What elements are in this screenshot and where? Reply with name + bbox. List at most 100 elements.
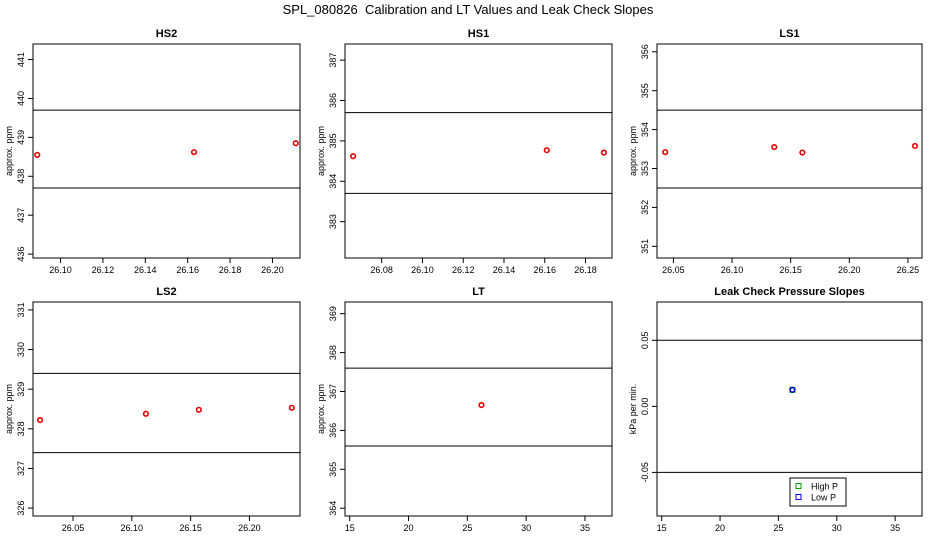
x-tick-label: 26.25	[897, 265, 920, 275]
y-tick-label: -0.05	[640, 462, 650, 483]
legend-marker	[795, 494, 802, 500]
data-point	[195, 406, 202, 413]
y-tick-label: 365	[328, 462, 338, 477]
x-tick-label: 26.10	[49, 265, 72, 275]
x-tick-label: 30	[521, 523, 531, 533]
y-tick-label: 328	[16, 421, 26, 436]
x-tick-label: 26.20	[238, 523, 261, 533]
x-tick-label: 26.08	[370, 265, 393, 275]
x-tick-label: 26.15	[179, 523, 202, 533]
x-tick-label: 26.18	[574, 265, 597, 275]
panel-title: LS2	[156, 286, 176, 298]
panel-title: HS1	[468, 28, 489, 40]
x-tick-label: 26.10	[121, 523, 144, 533]
chart-panel: Leak Check Pressure Slopes 15 20 25 30 35 -0.0…	[628, 286, 923, 533]
x-tick-label: 26.12	[92, 265, 115, 275]
y-tick-label: 437	[16, 208, 26, 223]
legend-marker	[795, 483, 802, 489]
figure-title: SPL_080826 Calibration and LT Values and…	[282, 2, 654, 17]
panel-title: LS1	[779, 28, 799, 40]
x-tick-label: 26.05	[62, 523, 85, 533]
y-axis-label: approx. ppm	[628, 126, 638, 176]
x-tick-label: 15	[345, 523, 355, 533]
y-tick-label: 385	[328, 133, 338, 148]
y-tick-label: 331	[16, 302, 26, 317]
plot-frame	[656, 301, 923, 517]
y-tick-label: 439	[16, 130, 26, 145]
panel-title: Leak Check Pressure Slopes	[714, 286, 864, 298]
x-tick-label: 15	[657, 523, 667, 533]
y-axis-label: approx. ppm	[4, 126, 14, 176]
y-tick-label: 352	[640, 200, 650, 215]
data-point	[478, 402, 485, 409]
legend-label: High P	[811, 482, 838, 492]
panel-title: LT	[472, 286, 485, 298]
y-tick-label: 440	[16, 91, 26, 106]
plot-frame	[32, 301, 301, 517]
x-tick-label: 26.14	[493, 265, 516, 275]
y-tick-label: 0.05	[640, 332, 650, 350]
chart-panel: LS2 26.05 26.10 26.15 26.20 326 327 328 329 330 33…	[4, 286, 301, 533]
plot-frame	[32, 43, 301, 259]
chart-panel: LT 15 20 25 30 35 364 365 366 367 368 369 approx. pp…	[316, 286, 613, 533]
panel-title: HS2	[156, 28, 177, 40]
y-tick-label: 369	[328, 306, 338, 321]
y-axis-label: approx. ppm	[316, 384, 326, 434]
data-point	[190, 149, 198, 156]
y-tick-label: 367	[328, 384, 338, 399]
y-tick-label: 354	[640, 122, 650, 137]
y-tick-label: 436	[16, 247, 26, 262]
data-point	[36, 416, 44, 424]
x-tick-label: 26.18	[219, 265, 242, 275]
y-tick-label: 438	[16, 169, 26, 184]
y-axis-label: kPa per min.	[628, 384, 638, 435]
x-tick-label: 26.16	[176, 265, 199, 275]
plot-frame	[656, 43, 923, 259]
y-tick-label: 353	[640, 161, 650, 176]
x-tick-label: 26.05	[662, 265, 685, 275]
x-tick-label: 25	[462, 523, 472, 533]
plot-frame	[344, 43, 613, 259]
y-tick-label: 355	[640, 83, 650, 98]
y-tick-label: 366	[328, 423, 338, 438]
y-tick-label: 383	[328, 214, 338, 229]
y-tick-label: 368	[328, 345, 338, 360]
x-tick-label: 26.10	[411, 265, 434, 275]
data-point	[292, 140, 299, 147]
y-tick-label: 327	[16, 461, 26, 476]
y-axis-label: approx. ppm	[4, 384, 14, 434]
x-tick-label: 26.16	[533, 265, 556, 275]
data-point	[662, 149, 669, 156]
x-tick-label: 30	[832, 523, 842, 533]
x-tick-label: 35	[890, 523, 900, 533]
x-tick-label: 26.20	[838, 265, 861, 275]
y-tick-label: 329	[16, 382, 26, 397]
data-point	[543, 147, 550, 154]
y-tick-label: 0.00	[640, 398, 650, 416]
data-point	[350, 153, 357, 160]
data-point	[799, 149, 806, 156]
y-tick-label: 356	[640, 44, 650, 59]
y-tick-label: 330	[16, 342, 26, 357]
y-tick-label: 386	[328, 93, 338, 108]
y-tick-label: 384	[328, 174, 338, 189]
y-axis-label: approx. ppm	[316, 126, 326, 176]
x-tick-label: 35	[580, 523, 590, 533]
data-point	[911, 142, 919, 150]
x-tick-label: 20	[715, 523, 725, 533]
chart-panel: HS1 26.08 26.10 26.12 26.14 26.16 26.18 383 384 3…	[316, 28, 613, 275]
data-point	[142, 410, 150, 417]
x-tick-label: 26.15	[779, 265, 802, 275]
plot-frame	[344, 301, 613, 517]
x-tick-label: 20	[404, 523, 414, 533]
legend-box	[789, 477, 847, 507]
chart-panel: LS1 26.05 26.10 26.15 26.20 26.25 351 352 353 354…	[628, 28, 923, 275]
data-point	[771, 144, 778, 151]
y-tick-label: 326	[16, 501, 26, 516]
y-tick-label: 364	[328, 501, 338, 516]
y-tick-label: 351	[640, 239, 650, 254]
data-point	[600, 149, 607, 156]
x-tick-label: 25	[773, 523, 783, 533]
